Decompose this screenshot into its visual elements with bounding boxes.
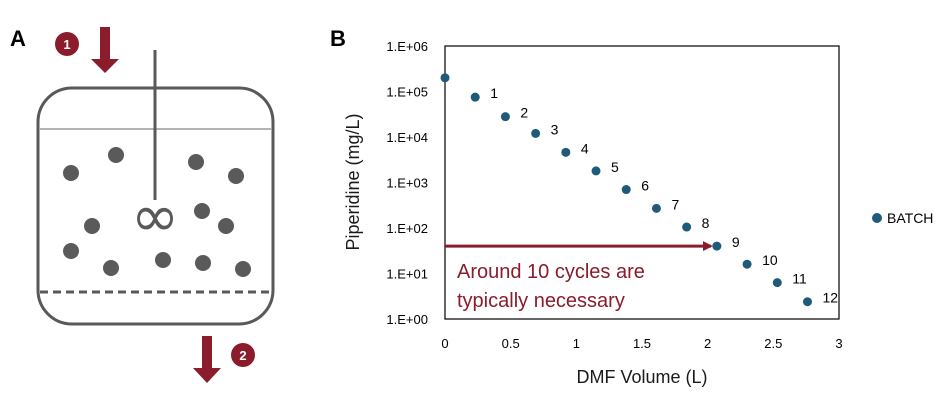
resin-bead	[194, 203, 210, 219]
resin-particles	[63, 147, 251, 277]
resin-bead	[84, 218, 100, 234]
step-2-badge: 2	[231, 343, 255, 367]
y-tick-label: 1.E+05	[386, 85, 428, 100]
cycle-label: 3	[551, 121, 559, 137]
cycle-label: 7	[671, 196, 679, 212]
y-tick-label: 1.E+01	[386, 267, 428, 282]
resin-bead	[103, 260, 119, 276]
data-point	[742, 259, 752, 269]
resin-bead	[155, 252, 171, 268]
panel-a-label: A	[10, 26, 26, 51]
legend-label: BATCH	[887, 210, 933, 226]
x-tick-label: 0.5	[502, 336, 520, 351]
y-axis-title: Piperidine (mg/L)	[343, 113, 363, 250]
cycle-label: 1	[490, 85, 498, 101]
step-1-badge: 1	[55, 32, 79, 56]
x-tick-label: 1	[573, 336, 580, 351]
y-tick-label: 1.E+04	[386, 130, 428, 145]
x-axis-title: DMF Volume (L)	[576, 367, 707, 387]
resin-bead	[63, 165, 79, 181]
x-tick-label: 3	[835, 336, 842, 351]
resin-bead	[235, 261, 251, 277]
data-point	[591, 166, 601, 176]
x-axis-ticks: 0 0.5 1 1.5 2 2.5 3	[441, 336, 842, 351]
inlet-arrow-icon	[91, 27, 119, 73]
y-tick-label: 1.E+06	[386, 39, 428, 54]
data-point	[500, 112, 510, 122]
x-tick-label: 1.5	[633, 336, 651, 351]
data-point	[621, 185, 631, 195]
data-point	[712, 241, 722, 251]
cycle-label: 2	[520, 105, 528, 121]
cycle-label: 11	[792, 271, 807, 287]
annotation-line-2: typically necessary	[457, 290, 625, 312]
data-point	[561, 147, 571, 157]
y-axis-ticks: 1.E+00 1.E+01 1.E+02 1.E+03 1.E+04 1.E+05 1.E+…	[386, 39, 428, 327]
data-point	[772, 278, 782, 288]
data-point	[440, 73, 450, 83]
step-2-number: 2	[239, 348, 246, 363]
data-point	[802, 297, 812, 307]
cycle-label: 9	[732, 234, 740, 250]
cycle-label: 12	[822, 290, 838, 306]
y-tick-label: 1.E+02	[386, 221, 428, 236]
step-1-number: 1	[63, 37, 70, 52]
resin-bead	[228, 168, 244, 184]
x-tick-label: 2.5	[764, 336, 782, 351]
annotation-line-1: Around 10 cycles are	[457, 261, 645, 283]
cycle-label: 4	[581, 140, 589, 156]
x-tick-label: 2	[704, 336, 711, 351]
x-tick-label: 0	[441, 336, 448, 351]
stirrer-blade-icon: ∞	[131, 182, 179, 250]
data-point	[682, 222, 692, 232]
data-point	[651, 203, 661, 213]
cycle-label: 5	[611, 159, 619, 175]
resin-bead	[218, 218, 234, 234]
plot-frame	[444, 45, 840, 320]
data-point	[531, 128, 541, 138]
y-tick-label: 1.E+00	[386, 312, 428, 327]
resin-bead	[63, 243, 79, 259]
resin-bead	[188, 154, 204, 170]
legend: BATCH	[872, 210, 933, 226]
legend-marker	[872, 213, 882, 223]
cycle-label: 6	[641, 178, 649, 194]
data-point	[470, 92, 480, 102]
cycle-label: 8	[702, 215, 710, 231]
y-tick-label: 1.E+03	[386, 176, 428, 191]
outlet-arrow-icon	[193, 336, 221, 383]
resin-bead	[195, 255, 211, 271]
cycle-label: 10	[762, 252, 778, 268]
panel-b-label: B	[330, 26, 346, 51]
resin-bead	[108, 147, 124, 163]
